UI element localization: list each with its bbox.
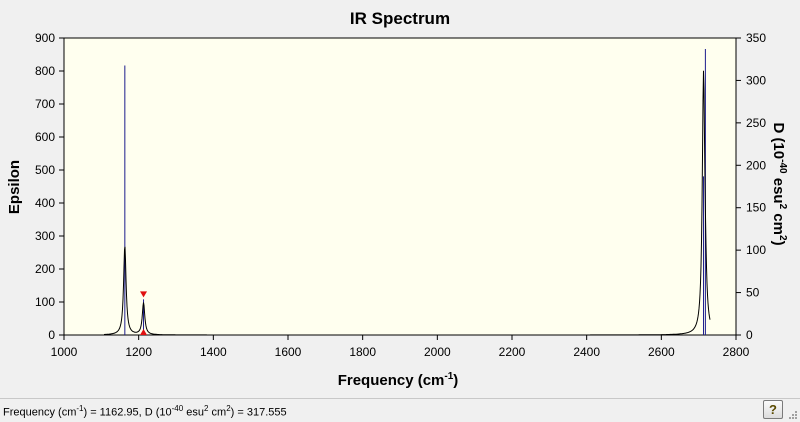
- x-tick-label: 1000: [51, 345, 78, 359]
- y-left-tick-label: 400: [35, 196, 55, 210]
- y-left-tick-label: 900: [35, 31, 55, 45]
- selection-marker-bottom-icon: [140, 329, 148, 335]
- y-right-axis-label: D (10-40 esu2 cm2): [770, 122, 788, 245]
- y-left-axis-ticks: 0 100 200 300 400 500 600 700 800 900: [35, 31, 64, 342]
- y-right-axis-ticks: 0 50 100 150 200 250 300 350: [736, 31, 766, 342]
- x-axis-ticks: 1000 1200 1400 1600 1800 2000 2200 2400 2600 2800: [51, 335, 750, 359]
- y-right-tick-label: 0: [746, 328, 753, 342]
- x-tick-label: 1400: [200, 345, 227, 359]
- chart-title: IR Spectrum: [350, 9, 450, 28]
- x-axis-label: Frequency (cm-1): [338, 371, 459, 389]
- x-tick-label: 2000: [424, 345, 451, 359]
- plot-area: [63, 37, 737, 336]
- y-right-tick-label: 300: [746, 73, 766, 87]
- y-right-tick-label: 350: [746, 31, 766, 45]
- selection-marker-top-icon: [140, 291, 148, 298]
- help-button[interactable]: ?: [763, 400, 783, 419]
- status-readout: Frequency (cm-1) = 1162.95, D (10-40 esu…: [3, 404, 287, 419]
- help-icon: ?: [769, 402, 777, 417]
- y-left-axis-label: Epsilon: [6, 160, 23, 214]
- y-left-tick-label: 100: [35, 295, 55, 309]
- y-right-tick-label: 50: [746, 286, 760, 300]
- y-left-tick-label: 0: [48, 328, 55, 342]
- y-right-tick-label: 200: [746, 158, 766, 172]
- x-tick-label: 1800: [349, 345, 376, 359]
- x-tick-label: 1600: [275, 345, 302, 359]
- ir-spectrum-chart: IR Spectrum 1000 1200 1400 1600 1800 2000 2200…: [6, 9, 788, 389]
- y-right-tick-label: 100: [746, 243, 766, 257]
- x-tick-label: 2200: [499, 345, 526, 359]
- y-left-tick-label: 800: [35, 64, 55, 78]
- y-left-tick-label: 600: [35, 130, 55, 144]
- status-bar: Frequency (cm-1) = 1162.95, D (10-40 esu…: [0, 398, 800, 422]
- resize-grip-icon[interactable]: [788, 410, 798, 420]
- x-tick-label: 1200: [125, 345, 152, 359]
- y-left-tick-label: 700: [35, 97, 55, 111]
- y-left-tick-label: 500: [35, 163, 55, 177]
- y-right-tick-label: 250: [746, 116, 766, 130]
- x-tick-label: 2600: [648, 345, 675, 359]
- y-left-tick-label: 200: [35, 262, 55, 276]
- y-right-tick-label: 150: [746, 201, 766, 215]
- x-tick-label: 2800: [723, 345, 750, 359]
- spectrum-line: [104, 70, 711, 336]
- selection-markers[interactable]: [140, 291, 148, 335]
- y-left-tick-label: 300: [35, 229, 55, 243]
- x-tick-label: 2400: [573, 345, 600, 359]
